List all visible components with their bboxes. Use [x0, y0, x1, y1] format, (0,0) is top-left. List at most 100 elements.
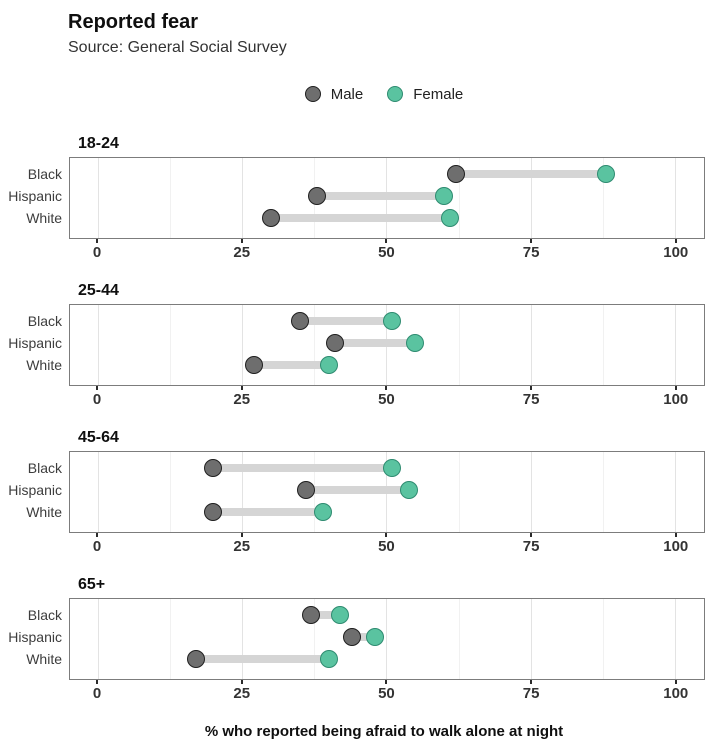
minor-gridline [602, 305, 604, 385]
y-label-black: Black [27, 165, 62, 182]
axis-tick-label: 50 [378, 391, 395, 408]
major-gridline [530, 599, 532, 679]
female-dot [383, 312, 402, 331]
axis-tick [530, 386, 533, 390]
minor-gridline [602, 452, 604, 532]
minor-gridline [170, 599, 172, 679]
facet-body: Black Hispanic White 0 25 50 75 100 [0, 451, 714, 559]
axis-tick-label: 100 [663, 685, 689, 702]
y-label-white: White [26, 504, 62, 521]
axis-tick [530, 239, 533, 243]
dumbbell-connector [334, 339, 416, 347]
axis-tick-label: 75 [522, 244, 540, 261]
major-gridline [674, 599, 676, 679]
minor-gridline [458, 452, 460, 532]
axis-tick [385, 533, 388, 537]
facet-45-64: 45-64 Black Hispanic White 0 25 50 75 100 [0, 428, 714, 559]
female-dot [596, 165, 615, 184]
major-gridline [674, 305, 676, 385]
axis-tick-label: 75 [522, 685, 540, 702]
minor-gridline [170, 305, 172, 385]
y-label-hispanic: Hispanic [8, 187, 62, 204]
major-gridline [530, 158, 532, 238]
axis-tick [674, 386, 677, 390]
x-axis-caption: % who reported being afraid to walk alon… [204, 723, 564, 740]
axis-tick [96, 239, 99, 243]
axis-tick-label: 25 [233, 685, 251, 702]
axis-tick-label: 0 [92, 685, 102, 702]
facet-body: Black Hispanic White 0 25 50 75 100 [0, 598, 714, 706]
female-dot [406, 334, 425, 352]
minor-gridline [458, 305, 460, 385]
dumbbell-connector [311, 611, 341, 620]
male-dot [325, 334, 344, 352]
male-dot [446, 165, 465, 184]
major-gridline [242, 599, 244, 679]
dumbbell-connector [351, 633, 375, 641]
axis-tick [674, 239, 677, 243]
axis-tick [96, 680, 99, 684]
major-gridline [530, 305, 532, 385]
axis-tick [385, 680, 388, 684]
facet-65-plus: 65+ Black Hispanic White 0 25 50 75 100 [0, 575, 714, 706]
panel-column: 0 25 50 75 100 [69, 598, 705, 706]
male-dot [290, 312, 309, 331]
y-axis-labels: Black Hispanic White [0, 598, 62, 680]
legend-label-male: Male [330, 85, 364, 103]
dumbbell-connector [213, 507, 323, 516]
axis-tick-label: 25 [233, 244, 251, 261]
major-gridline [674, 452, 676, 532]
facet-title: 18-24 [78, 135, 119, 152]
male-dot-icon [304, 86, 321, 102]
axis-tick [385, 239, 388, 243]
y-label-hispanic: Hispanic [8, 628, 62, 645]
legend-label-female: Female [413, 85, 464, 103]
major-gridline [386, 599, 388, 679]
male-dot [187, 649, 206, 668]
axis-tick-label: 0 [92, 391, 102, 408]
axis-tick [385, 386, 388, 390]
dumbbell-connector [299, 317, 393, 326]
plot-panel [69, 304, 705, 386]
major-gridline [674, 158, 676, 238]
facet-title: 65+ [78, 576, 106, 593]
major-gridline [97, 452, 99, 532]
axis-tick-label: 25 [233, 538, 251, 555]
axis-tick-label: 100 [663, 538, 689, 555]
y-label-white: White [26, 357, 62, 374]
female-dot [400, 481, 419, 499]
plot-panel [69, 451, 705, 533]
axis-tick-label: 0 [92, 244, 102, 261]
minor-gridline [458, 599, 460, 679]
minor-gridline [458, 158, 460, 238]
facet-18-24: 18-24 Black Hispanic White 0 25 50 75 100 [0, 134, 714, 265]
major-gridline [97, 599, 99, 679]
axis-tick [240, 680, 243, 684]
male-dot [244, 355, 263, 374]
dumbbell-connector [271, 213, 450, 222]
y-axis-labels: Black Hispanic White [0, 451, 62, 533]
female-dot [365, 628, 384, 646]
facet-body: Black Hispanic White 0 25 50 75 100 [0, 304, 714, 412]
y-label-black: Black [27, 606, 62, 623]
major-gridline [242, 452, 244, 532]
major-gridline [530, 452, 532, 532]
panel-column: 0 25 50 75 100 [69, 304, 705, 412]
y-label-hispanic: Hispanic [8, 481, 62, 498]
panel-column: 0 25 50 75 100 [69, 157, 705, 265]
female-dot [319, 649, 338, 668]
panel-column: 0 25 50 75 100 [69, 451, 705, 559]
axis-tick-label: 75 [522, 391, 540, 408]
y-label-black: Black [27, 312, 62, 329]
y-label-white: White [26, 651, 62, 668]
x-axis: 0 25 50 75 100 [69, 239, 705, 265]
chart-title: Reported fear [68, 11, 199, 33]
axis-tick-label: 0 [92, 538, 102, 555]
y-axis-labels: Black Hispanic White [0, 304, 62, 386]
minor-gridline [170, 452, 172, 532]
axis-tick [96, 386, 99, 390]
major-gridline [242, 158, 244, 238]
male-dot [262, 208, 281, 227]
dumbbell-connector [196, 654, 329, 663]
major-gridline [97, 158, 99, 238]
